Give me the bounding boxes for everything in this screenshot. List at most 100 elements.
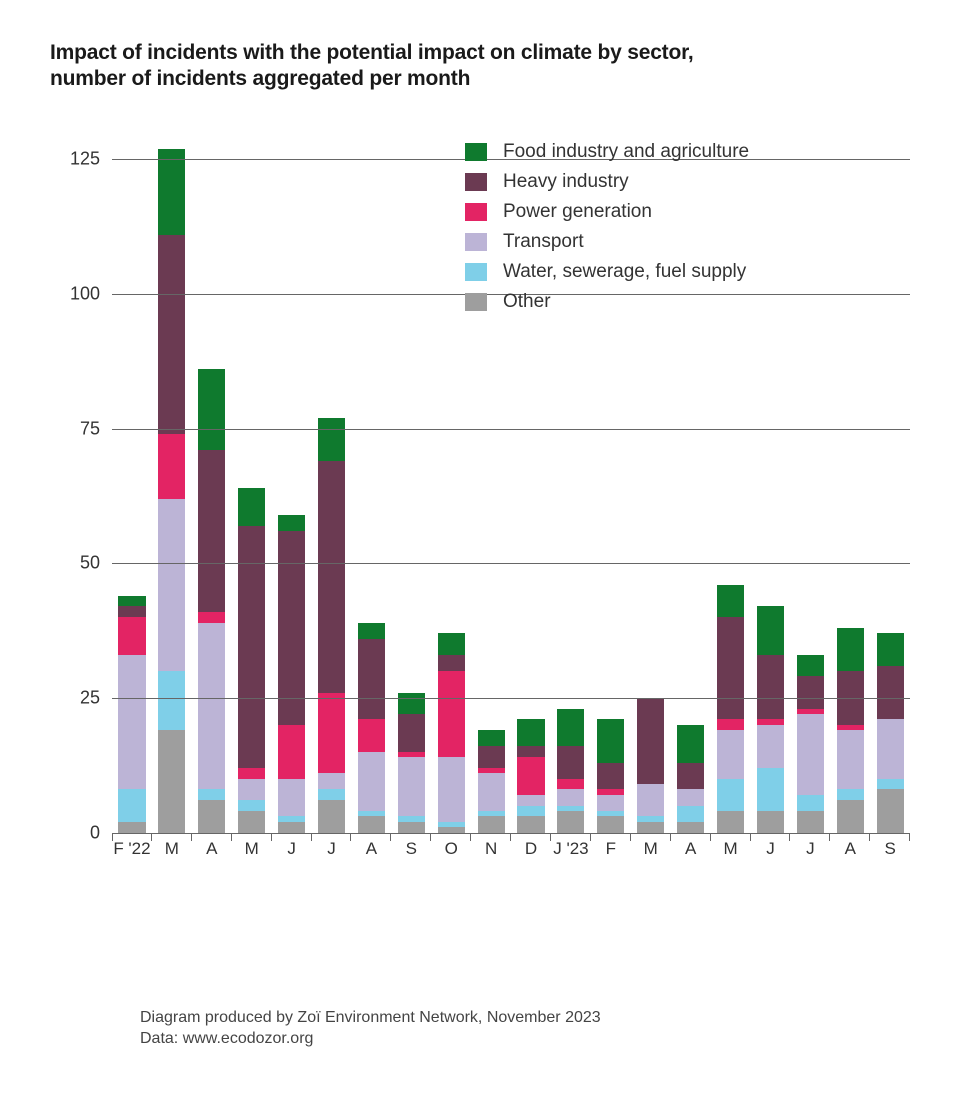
- legend-item-water: Water, sewerage, fuel supply: [465, 257, 749, 287]
- bar-segment-other: [398, 822, 425, 833]
- bar-segment-heavy: [557, 746, 584, 778]
- legend-swatch: [465, 233, 487, 251]
- x-label-cell: A: [192, 839, 232, 869]
- bar-column: [830, 133, 870, 833]
- x-tick-label: M: [644, 839, 658, 858]
- legend-swatch: [465, 293, 487, 311]
- bar-segment-other: [158, 730, 185, 832]
- credits-line-1: Diagram produced by Zoï Environment Netw…: [140, 1007, 601, 1029]
- x-tick-label: J: [327, 839, 336, 858]
- bar-segment-other: [797, 811, 824, 833]
- bar-segment-food: [438, 633, 465, 655]
- bar-segment-food: [118, 596, 145, 607]
- legend-label: Power generation: [503, 201, 652, 223]
- bar-segment-other: [318, 800, 345, 832]
- x-tick-label: F '22: [113, 839, 150, 858]
- bar-column: [232, 133, 272, 833]
- x-label-cell: J: [790, 839, 830, 869]
- x-tick-label: S: [406, 839, 417, 858]
- x-tick: [909, 833, 910, 841]
- bar-segment-heavy: [318, 461, 345, 693]
- x-label-cell: A: [830, 839, 870, 869]
- y-tick-label: 75: [50, 418, 112, 439]
- y-tick-label: 0: [50, 822, 112, 843]
- bar-segment-power: [517, 757, 544, 795]
- bar-column: [152, 133, 192, 833]
- bar-segment-power: [438, 671, 465, 757]
- y-tick-label: 50: [50, 553, 112, 574]
- legend-label: Water, sewerage, fuel supply: [503, 261, 746, 283]
- bar-segment-other: [677, 822, 704, 833]
- x-label-cell: D: [511, 839, 551, 869]
- x-tick-label: J: [287, 839, 296, 858]
- bar-segment-heavy: [278, 531, 305, 725]
- bar: [837, 628, 864, 833]
- bar-segment-power: [557, 779, 584, 790]
- bar-segment-water: [517, 806, 544, 817]
- bar-segment-water: [877, 779, 904, 790]
- bar-segment-transport: [278, 779, 305, 817]
- x-label-cell: O: [431, 839, 471, 869]
- bar-column: [751, 133, 791, 833]
- legend-item-food: Food industry and agriculture: [465, 137, 749, 167]
- bar-segment-heavy: [757, 655, 784, 720]
- bar-segment-water: [238, 800, 265, 811]
- x-tick: [112, 833, 113, 841]
- bar-segment-heavy: [517, 746, 544, 757]
- bar-segment-power: [158, 434, 185, 499]
- x-label-cell: A: [671, 839, 711, 869]
- bar-segment-heavy: [398, 714, 425, 752]
- legend-item-heavy: Heavy industry: [465, 167, 749, 197]
- bar: [358, 623, 385, 833]
- bar-segment-transport: [597, 795, 624, 811]
- x-tick-label: D: [525, 839, 537, 858]
- bar-segment-water: [118, 789, 145, 821]
- x-tick-label: M: [165, 839, 179, 858]
- bar: [877, 633, 904, 832]
- bar-segment-water: [198, 789, 225, 800]
- bar-segment-transport: [517, 795, 544, 806]
- gridline: [112, 429, 910, 430]
- x-label-cell: J: [312, 839, 352, 869]
- x-tick-label: J: [806, 839, 815, 858]
- bar-segment-food: [877, 633, 904, 665]
- bar-column: [192, 133, 232, 833]
- bar-segment-other: [238, 811, 265, 833]
- bar-segment-power: [318, 693, 345, 774]
- x-label-cell: J '23: [551, 839, 591, 869]
- chart-container: 0255075100125 F '22MAMJJASONDJ '23FMAMJJ…: [50, 123, 910, 943]
- legend-label: Heavy industry: [503, 171, 629, 193]
- bar-segment-food: [278, 515, 305, 531]
- bar-segment-transport: [557, 789, 584, 805]
- x-label-cell: J: [272, 839, 312, 869]
- bar-segment-transport: [198, 623, 225, 790]
- x-tick-label: A: [845, 839, 856, 858]
- legend-swatch: [465, 203, 487, 221]
- bar-segment-transport: [238, 779, 265, 801]
- bar-segment-other: [118, 822, 145, 833]
- bar-segment-transport: [318, 773, 345, 789]
- y-tick-label: 100: [50, 284, 112, 305]
- bar-segment-water: [837, 789, 864, 800]
- bar-segment-food: [677, 725, 704, 763]
- bar-segment-other: [877, 789, 904, 832]
- bar-segment-heavy: [597, 763, 624, 790]
- bar-segment-food: [318, 418, 345, 461]
- bar-column: [391, 133, 431, 833]
- bar-segment-food: [717, 585, 744, 617]
- bar: [637, 698, 664, 833]
- x-label-cell: N: [471, 839, 511, 869]
- page: Impact of incidents with the potential i…: [0, 0, 960, 1102]
- x-label-cell: M: [631, 839, 671, 869]
- bar-segment-heavy: [118, 606, 145, 617]
- bar-segment-transport: [797, 714, 824, 795]
- bar-segment-transport: [358, 752, 385, 811]
- x-tick-label: F: [606, 839, 616, 858]
- bar-column: [272, 133, 312, 833]
- bar-segment-heavy: [478, 746, 505, 768]
- bar: [238, 488, 265, 833]
- bar-segment-heavy: [797, 676, 824, 708]
- credits-line-2: Data: www.ecodozor.org: [140, 1028, 601, 1050]
- bar-segment-food: [398, 693, 425, 715]
- credits: Diagram produced by Zoï Environment Netw…: [140, 1007, 601, 1050]
